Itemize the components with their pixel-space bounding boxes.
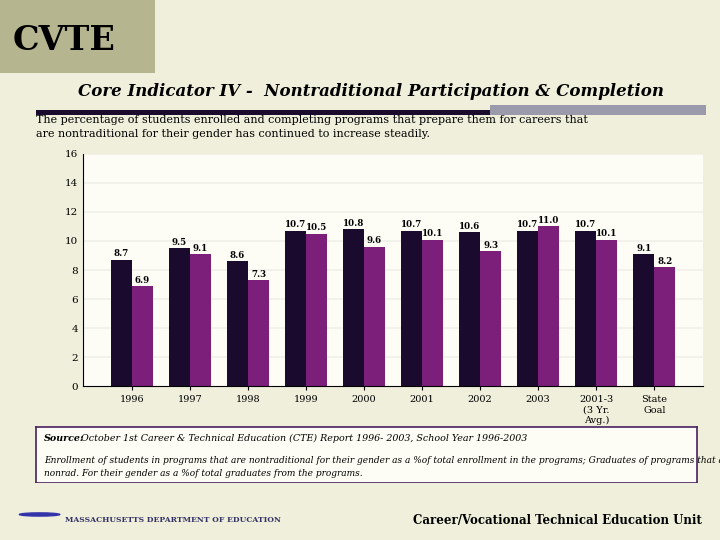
Bar (596, 240, 617, 386)
Bar (111, 260, 132, 386)
Bar (654, 267, 675, 386)
Text: The percentage of students enrolled and completing programs that prepare them fo: The percentage of students enrolled and … (36, 115, 588, 139)
Bar (634, 254, 654, 386)
Text: Enrollment of students in programs that are nontraditional for their gender as a: Enrollment of students in programs that … (44, 456, 720, 477)
Bar (422, 240, 443, 386)
Bar (480, 251, 501, 386)
Circle shape (19, 513, 60, 516)
Text: 8.6: 8.6 (230, 251, 246, 260)
Bar (227, 261, 248, 386)
Text: 10.8: 10.8 (343, 219, 364, 228)
Text: 6.9: 6.9 (135, 275, 150, 285)
Text: 7.3: 7.3 (251, 269, 266, 279)
Text: 10.5: 10.5 (306, 223, 327, 232)
Bar (169, 248, 190, 386)
Bar (343, 230, 364, 386)
Text: 9.1: 9.1 (193, 244, 208, 253)
Bar (364, 247, 385, 386)
Text: 11.0: 11.0 (538, 216, 559, 225)
Text: 8.7: 8.7 (114, 249, 129, 259)
Text: 9.6: 9.6 (367, 237, 382, 245)
Text: 10.7: 10.7 (575, 220, 596, 230)
Text: 10.7: 10.7 (401, 220, 423, 230)
Bar (248, 280, 269, 386)
Bar (575, 231, 596, 386)
Text: 8.2: 8.2 (657, 256, 672, 266)
Text: Source:: Source: (44, 434, 84, 443)
Bar (459, 232, 480, 386)
Text: MASSACHUSETTS DEPARTMENT OF EDUCATION: MASSACHUSETTS DEPARTMENT OF EDUCATION (65, 516, 281, 524)
Text: 10.1: 10.1 (596, 229, 618, 238)
Text: 9.1: 9.1 (636, 244, 652, 253)
Bar (285, 231, 306, 386)
Text: October 1st Career & Technical Education (CTE) Report 1996- 2003, School Year 19: October 1st Career & Technical Education… (78, 434, 528, 443)
Bar (539, 226, 559, 386)
Text: 9.3: 9.3 (483, 241, 498, 249)
Bar (190, 254, 211, 386)
Text: Core Indicator IV -  Nontraditional Participation & Completion: Core Indicator IV - Nontraditional Parti… (78, 83, 664, 100)
Bar (518, 231, 539, 386)
Bar (306, 234, 327, 386)
Text: 10.7: 10.7 (285, 220, 306, 230)
Text: CVTE: CVTE (12, 24, 115, 57)
Bar (401, 231, 422, 386)
Text: 10.7: 10.7 (517, 220, 539, 230)
Text: 9.5: 9.5 (172, 238, 187, 247)
Text: Career/Vocational Technical Education Unit: Career/Vocational Technical Education Un… (413, 514, 702, 526)
Legend: Non-Trad. Enrollment, Non-Trad. Completion: Non-Trad. Enrollment, Non-Trad. Completi… (224, 436, 500, 456)
Text: 10.1: 10.1 (422, 229, 444, 238)
Bar (132, 286, 153, 386)
Text: 10.6: 10.6 (459, 222, 480, 231)
